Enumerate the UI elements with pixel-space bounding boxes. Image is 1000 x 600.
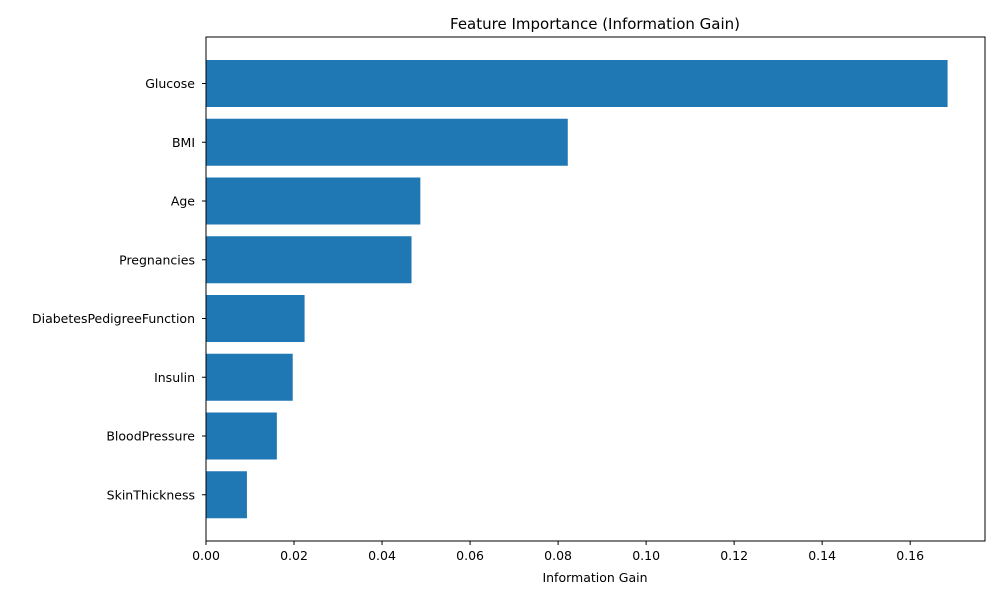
y-tick-label: Age <box>171 194 195 209</box>
plot-frame <box>205 36 986 542</box>
x-tick-label: 0.06 <box>456 548 484 563</box>
bar-skinthickness <box>206 471 247 519</box>
y-tick-label: SkinThickness <box>107 487 195 502</box>
x-tick-label: 0.04 <box>368 548 396 563</box>
bar-bmi <box>206 118 568 166</box>
x-tick-label: 0.12 <box>720 548 748 563</box>
y-tick-label: Pregnancies <box>119 252 195 267</box>
y-tick-label: BloodPressure <box>106 429 195 444</box>
y-tick-label: BMI <box>172 135 195 150</box>
bar-pregnancies <box>206 236 412 284</box>
chart-title: Feature Importance (Information Gain) <box>450 15 740 33</box>
y-tick-label: Insulin <box>154 370 195 385</box>
x-axis-ticks: 0.00 0.02 0.04 0.06 0.08 0.10 0.12 0.14 0.16 <box>192 541 924 563</box>
x-tick-label: 0.00 <box>192 548 220 563</box>
bar-diabetespedigreefunction <box>206 295 305 342</box>
y-tick-label: DiabetesPedigreeFunction <box>32 311 195 326</box>
y-tick-label: Glucose <box>145 76 195 91</box>
y-axis-ticks: Glucose BMI Age Pregnancies DiabetesPedigree… <box>32 76 206 502</box>
bar-insulin <box>206 353 293 401</box>
x-tick-label: 0.08 <box>544 548 572 563</box>
x-tick-label: 0.02 <box>280 548 308 563</box>
bar-glucose <box>206 60 948 107</box>
bars-group <box>206 60 948 519</box>
bar-age <box>206 177 421 225</box>
x-tick-label: 0.14 <box>808 548 836 563</box>
x-tick-label: 0.16 <box>896 548 924 563</box>
x-axis-label: Information Gain <box>542 570 647 585</box>
bar-bloodpressure <box>206 412 277 460</box>
x-tick-label: 0.10 <box>632 548 660 563</box>
